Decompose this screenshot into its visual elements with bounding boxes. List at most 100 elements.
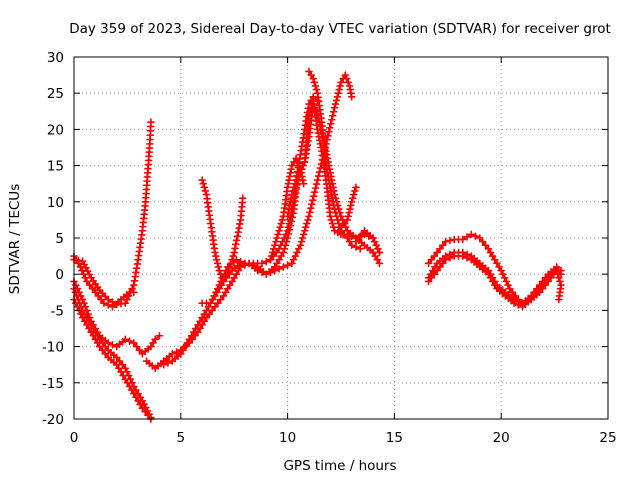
data-point-marker bbox=[100, 299, 108, 307]
data-point-marker bbox=[555, 274, 563, 282]
data-point-marker bbox=[319, 152, 327, 160]
data-point-marker bbox=[347, 198, 356, 206]
data-point-marker bbox=[275, 226, 283, 235]
x-tick-label: 0 bbox=[70, 430, 79, 446]
data-point-marker bbox=[297, 169, 306, 177]
data-point-marker bbox=[258, 268, 266, 277]
x-tick-label: 25 bbox=[599, 430, 616, 446]
data-point-marker bbox=[238, 194, 247, 202]
data-point-marker bbox=[313, 111, 322, 119]
data-point-marker bbox=[554, 270, 562, 278]
data-point-marker bbox=[325, 128, 333, 136]
data-point-marker bbox=[235, 224, 243, 232]
series-arc14 bbox=[335, 183, 360, 235]
data-point-marker bbox=[231, 244, 239, 253]
y-tick-label: -15 bbox=[42, 376, 64, 392]
data-point-marker bbox=[147, 118, 155, 126]
data-point-marker bbox=[322, 140, 330, 148]
data-point-marker bbox=[95, 342, 104, 351]
data-point-marker bbox=[104, 301, 112, 309]
data-point-marker bbox=[200, 183, 209, 192]
data-point-marker bbox=[478, 237, 487, 246]
y-tick-label: 20 bbox=[47, 122, 64, 138]
data-point-marker bbox=[510, 299, 518, 307]
data-point-marker bbox=[290, 183, 298, 192]
data-point-marker bbox=[233, 232, 242, 240]
series-arc8 bbox=[198, 176, 247, 286]
data-point-marker bbox=[310, 78, 319, 87]
data-point-marker bbox=[471, 232, 480, 240]
data-point-marker bbox=[427, 274, 436, 282]
data-point-marker bbox=[346, 205, 354, 213]
series-arc11 bbox=[305, 67, 365, 253]
data-point-marker bbox=[357, 230, 366, 239]
data-point-marker bbox=[467, 230, 476, 239]
data-point-marker bbox=[310, 188, 319, 196]
data-point-marker bbox=[441, 237, 450, 246]
data-point-marker bbox=[269, 245, 278, 253]
data-point-marker bbox=[216, 295, 225, 304]
data-point-marker bbox=[441, 255, 450, 264]
data-point-marker bbox=[309, 192, 318, 200]
data-point-marker bbox=[312, 85, 321, 94]
data-point-marker bbox=[273, 234, 281, 242]
chart-title: Day 359 of 2023, Sidereal Day-to-day VTE… bbox=[69, 21, 611, 37]
data-point-marker bbox=[337, 223, 346, 231]
data-point-marker bbox=[326, 123, 334, 132]
data-point-marker bbox=[336, 82, 344, 90]
series-arc6 bbox=[142, 259, 296, 373]
data-point-marker bbox=[458, 252, 467, 260]
data-point-marker bbox=[309, 74, 318, 83]
data-point-marker bbox=[333, 216, 342, 224]
data-point-marker bbox=[267, 252, 276, 260]
data-point-marker bbox=[344, 78, 352, 87]
data-point-marker bbox=[130, 339, 138, 347]
data-point-marker bbox=[310, 103, 319, 112]
data-point-marker bbox=[168, 350, 177, 358]
data-point-marker bbox=[436, 245, 444, 253]
data-point-marker bbox=[288, 190, 296, 199]
data-point-marker bbox=[552, 266, 561, 275]
data-point-marker bbox=[289, 187, 297, 195]
data-point-marker bbox=[333, 93, 342, 101]
y-tick-label: 15 bbox=[47, 159, 64, 175]
data-point-marker bbox=[230, 248, 238, 257]
data-point-marker bbox=[279, 263, 288, 271]
data-point-marker bbox=[270, 241, 279, 250]
data-point-marker bbox=[258, 259, 266, 268]
data-point-marker bbox=[97, 295, 105, 304]
series-arc2 bbox=[70, 252, 138, 311]
data-point-marker bbox=[108, 340, 117, 349]
data-point-marker bbox=[427, 255, 436, 264]
data-point-marker bbox=[306, 208, 314, 217]
data-point-marker bbox=[141, 407, 149, 416]
data-point-marker bbox=[274, 230, 282, 239]
data-point-marker bbox=[297, 237, 306, 246]
data-point-marker bbox=[138, 404, 147, 412]
data-point-marker bbox=[115, 357, 124, 365]
data-point-marker bbox=[236, 220, 244, 228]
data-point-marker bbox=[101, 292, 110, 301]
data-point-marker bbox=[330, 103, 339, 112]
data-point-marker bbox=[347, 201, 355, 210]
data-point-marker bbox=[544, 277, 552, 286]
data-point-marker bbox=[112, 353, 121, 362]
y-axis-label: SDTVAR / TECUs bbox=[7, 184, 23, 294]
data-point-marker bbox=[199, 179, 208, 188]
data-point-marker bbox=[144, 411, 152, 420]
data-point-marker bbox=[299, 230, 308, 239]
y-tick-label: 25 bbox=[47, 86, 64, 102]
data-point-marker bbox=[234, 228, 243, 236]
data-point-marker bbox=[348, 194, 357, 202]
data-point-marker bbox=[321, 144, 329, 152]
data-point-marker bbox=[151, 335, 159, 344]
data-point-marker bbox=[83, 277, 91, 286]
data-point-marker bbox=[547, 274, 555, 282]
data-point-marker bbox=[130, 288, 138, 297]
data-point-marker bbox=[305, 212, 313, 221]
data-point-marker bbox=[327, 216, 336, 224]
data-point-marker bbox=[324, 132, 332, 140]
data-point-marker bbox=[73, 292, 81, 300]
data-point-marker bbox=[332, 96, 341, 105]
